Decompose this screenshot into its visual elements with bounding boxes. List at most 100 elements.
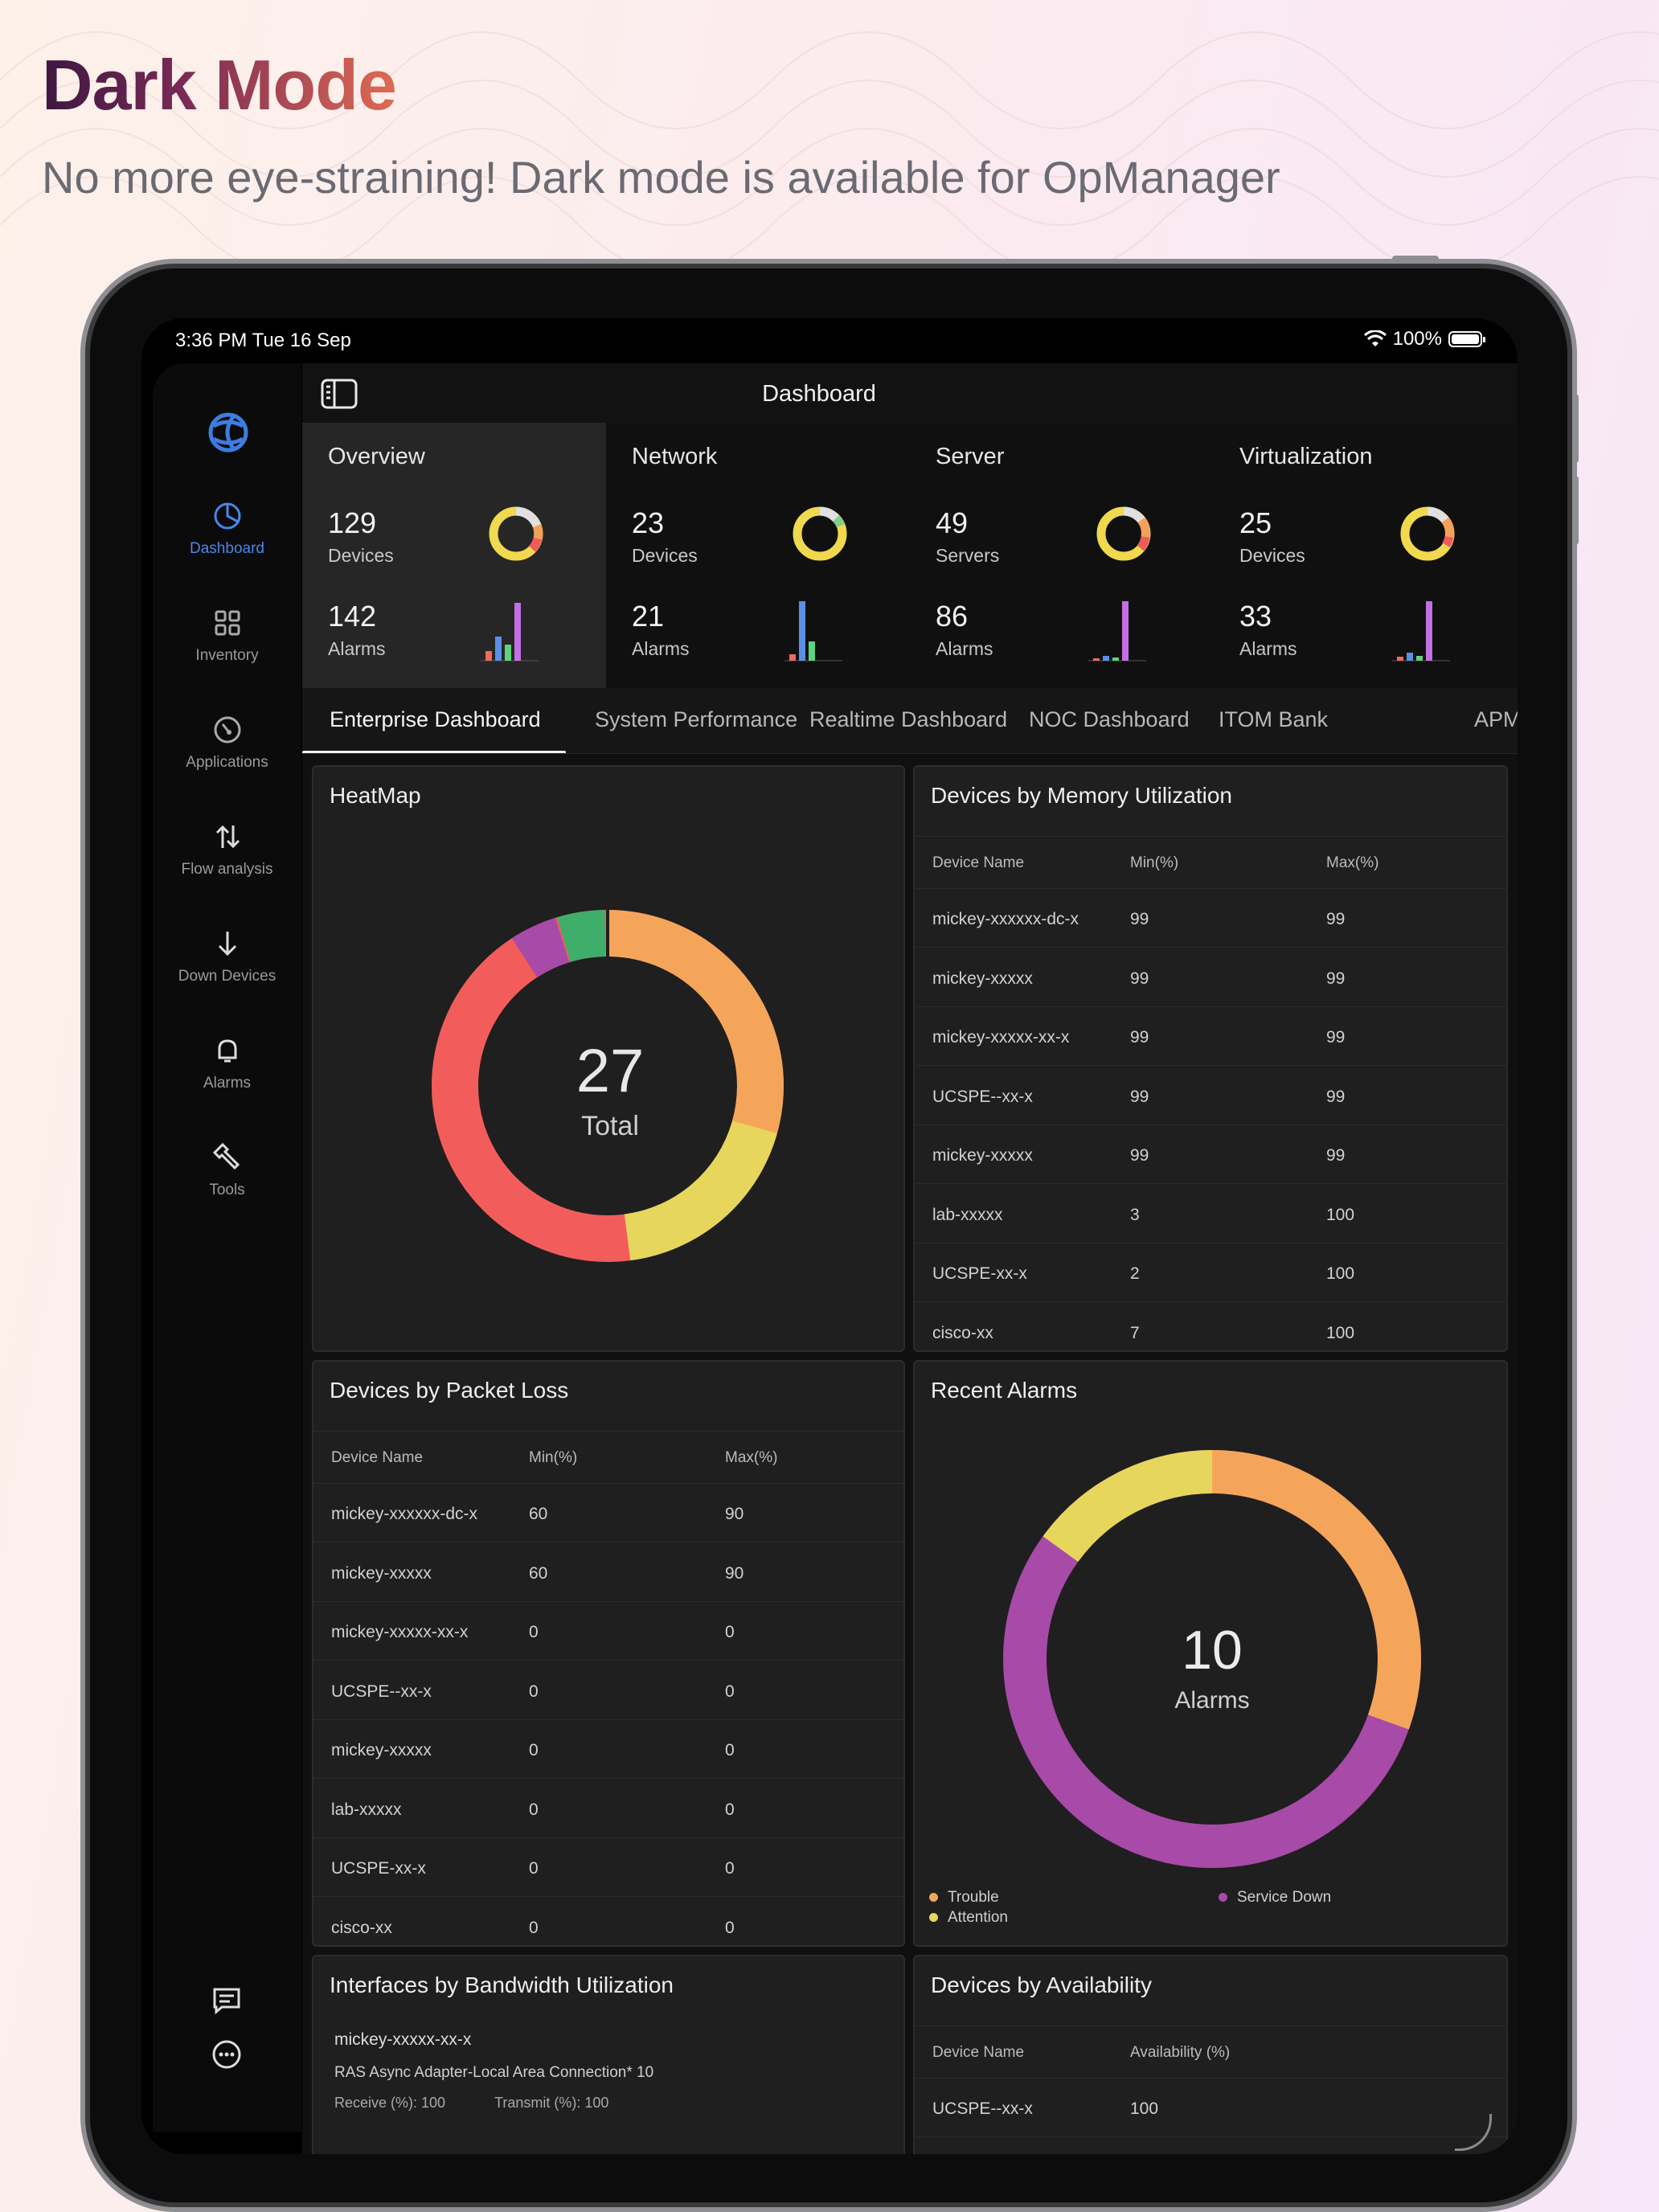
sidebar-item-tools[interactable]: Tools [153, 1141, 301, 1199]
table-row[interactable]: mickey-xxxxx 99 99 [915, 1125, 1506, 1184]
summary-bar-chart [1392, 601, 1450, 662]
interface-stats: Receive (%): 100 Transmit (%): 100 [334, 2095, 608, 2112]
table-row[interactable]: UCSPE-xx-x 2 100 [915, 1243, 1506, 1302]
interface-device-name[interactable]: mickey-xxxxx-xx-x [334, 2030, 472, 2049]
column-header: Device Name [932, 854, 1025, 871]
recent-alarms-panel: Recent Alarms 10 Alarms Trouble Attentio… [913, 1360, 1508, 1947]
table-header: Device Name Min(%) Max(%) [915, 836, 1506, 889]
device-name-cell: mickey-xxxxx [331, 1563, 432, 1583]
summary-card-virtualization[interactable]: Virtualization 25 Devices 33 Alarms [1214, 423, 1518, 688]
memory-utilization-panel: Devices by Memory Utilization Device Nam… [913, 765, 1508, 1352]
min-cell: 99 [1130, 1146, 1149, 1165]
device-name-cell: UCSPE-xx-x [331, 1859, 426, 1878]
min-cell: 60 [529, 1563, 548, 1583]
sidebar-item-down-devices[interactable]: Down Devices [153, 928, 301, 985]
summary-donut-chart [793, 506, 847, 561]
panel-title: Devices by Availability [931, 1972, 1152, 1997]
interface-name: RAS Async Adapter-Local Area Connection*… [334, 2064, 654, 2081]
legend-item-attention[interactable]: Attention [929, 1909, 1008, 1927]
device-name-cell: mickey-xxxxx-xx-x [331, 1623, 469, 1641]
heatmap-total-value: 27 [576, 1037, 645, 1105]
device-name-cell: mickey-xxxxx [932, 1146, 1033, 1165]
receive-value: Receive (%): 100 [334, 2095, 446, 2111]
tab-realtime-dashboard[interactable]: Realtime Dashboard [809, 707, 1008, 731]
status-time: 3:36 PM Tue 16 Sep [175, 330, 351, 351]
sidebar-item-dashboard[interactable]: Dashboard [153, 500, 301, 558]
summary-alarm-label: Alarms [1239, 638, 1297, 659]
tab-system-performance[interactable]: System Performance [595, 707, 798, 731]
table-row[interactable]: UCSPE-xx-x 0 0 [313, 1838, 903, 1897]
summary-device-count: 23 [632, 506, 665, 539]
table-row[interactable]: lab-xxxxx 3 100 [915, 1185, 1506, 1243]
legend-color-dot [1219, 1893, 1227, 1902]
summary-alarm-count: 33 [1239, 600, 1272, 633]
summary-title: Network [632, 444, 718, 469]
main-content: Dashboard Overview 129 Devices 142 Alarm… [302, 363, 1518, 2154]
device-name-cell: UCSPE--xx-x [932, 1087, 1033, 1106]
legend-label: Service Down [1237, 1889, 1332, 1906]
panel-title: Devices by Memory Utilization [931, 783, 1232, 808]
sidebar-item-inventory[interactable]: Inventory [153, 607, 301, 665]
max-cell: 0 [725, 1741, 735, 1759]
heatmap-total-label: Total [581, 1111, 639, 1141]
summary-device-label: Servers [936, 545, 1000, 566]
more-options-icon[interactable] [211, 2038, 243, 2071]
min-cell: 99 [1130, 910, 1149, 928]
availability-cell: 100 [1130, 2099, 1159, 2118]
table-row[interactable]: lab-xxxxx 0 0 [313, 1780, 903, 1838]
table-row[interactable]: mickey-xxxxx 0 0 [313, 1720, 903, 1779]
max-cell: 100 [1326, 1323, 1355, 1342]
device-name-cell: mickey-xxxxx [331, 1741, 432, 1759]
sidebar-item-flow-analysis[interactable]: Flow analysis [153, 821, 301, 879]
sidebar-item-label: Tools [209, 1182, 245, 1198]
pie-chart-icon [214, 502, 240, 530]
table-row[interactable]: mickey-xxxxx 60 90 [313, 1543, 903, 1602]
table-row[interactable]: mickey-xxxxx 99 99 [915, 948, 1506, 1007]
tab-enterprise-dashboard[interactable]: Enterprise Dashboard [330, 707, 541, 731]
legend-label: Trouble [948, 1889, 999, 1906]
table-row[interactable]: UCSPE--xx-x 99 99 [915, 1067, 1506, 1125]
sidebar-item-applications[interactable]: Applications [153, 714, 301, 772]
sidebar-item-alarms[interactable]: Alarms [153, 1034, 301, 1092]
table-row[interactable]: mickey-xxxxxx-dc-x 60 90 [313, 1484, 903, 1542]
sidebar-toggle-icon[interactable] [320, 378, 358, 410]
summary-card-overview[interactable]: Overview 129 Devices 142 Alarms [302, 423, 606, 688]
column-header: Min(%) [1130, 854, 1179, 871]
table-row[interactable]: mickey-xxxxxx-dc-x 99 99 [915, 889, 1506, 948]
legend-color-dot [929, 1893, 938, 1902]
table-row[interactable]: UCSPE--xx-x 100 [915, 2079, 1506, 2137]
gauge-icon [214, 716, 240, 743]
arrow-down-icon [218, 932, 236, 956]
top-bar: Dashboard [302, 363, 1518, 423]
legend-item-trouble[interactable]: Trouble [929, 1889, 999, 1907]
sidebar: Dashboard Inventory Applications [153, 363, 301, 2132]
table-row[interactable]: cisco-xx 7 100 [915, 1303, 1506, 1351]
legend-item-service-down[interactable]: Service Down [1219, 1889, 1331, 1907]
summary-bar-chart [784, 601, 842, 662]
table-row[interactable]: UCSPE--xx-x 0 0 [313, 1661, 903, 1720]
grid-icon [215, 610, 240, 636]
arrows-up-down-icon [215, 825, 240, 849]
summary-card-server[interactable]: Server 49 Servers 86 Alarms [910, 423, 1214, 688]
summary-alarm-count: 86 [936, 600, 969, 633]
tab-itom-bank[interactable]: ITOM Bank [1219, 707, 1329, 731]
table-row[interactable]: mickey-xxxxx-xx-x 99 99 [915, 1007, 1506, 1066]
table-row[interactable]: cisco-xx 0 0 [313, 1898, 903, 1946]
summary-device-count: 49 [936, 506, 969, 539]
summary-device-label: Devices [1239, 545, 1305, 566]
sidebar-item-label: Inventory [195, 647, 259, 664]
scroll-corner-indicator [1455, 2114, 1492, 2151]
device-name-cell: mickey-xxxxx-xx-x [932, 1028, 1070, 1047]
heatmap-donut-chart[interactable] [427, 905, 789, 1267]
feedback-icon[interactable] [211, 1985, 243, 2017]
tab-apm[interactable]: APM [1474, 707, 1518, 731]
summary-card-network[interactable]: Network 23 Devices 21 Alarms [606, 423, 910, 688]
table-row[interactable]: mickey-xxxxx-xx-x 0 0 [313, 1602, 903, 1661]
max-cell: 0 [725, 1918, 735, 1937]
tab-noc-dashboard[interactable]: NOC Dashboard [1029, 707, 1190, 731]
table-header: Device Name Availability (%) [915, 2026, 1506, 2079]
wifi-icon [1363, 330, 1387, 346]
max-cell: 0 [725, 1859, 735, 1878]
column-header: Availability (%) [1130, 2044, 1231, 2061]
recent-alarms-donut-chart[interactable] [995, 1442, 1429, 1876]
